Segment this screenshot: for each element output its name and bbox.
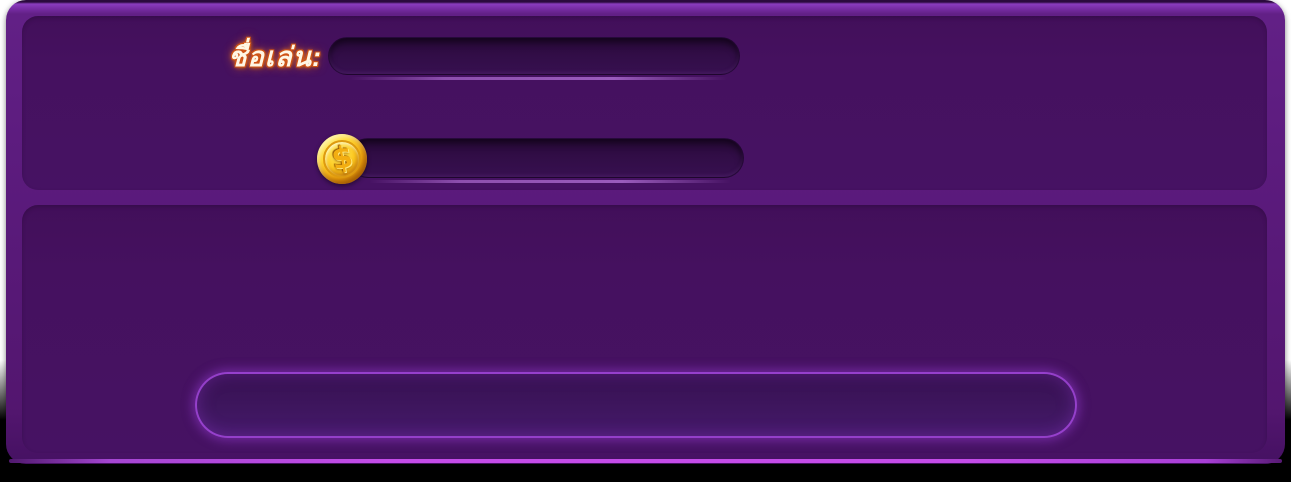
coin-face: $ xyxy=(323,138,361,178)
nickname-label: ชื่อเล่น: xyxy=(228,42,322,72)
action-box[interactable] xyxy=(195,372,1077,438)
game-dialog-frame: ชื่อเล่น: $ xyxy=(6,0,1285,464)
dollar-coin-icon: $ xyxy=(317,134,367,184)
nickname-input[interactable] xyxy=(328,37,740,80)
balance-field[interactable] xyxy=(348,138,744,183)
dollar-symbol: $ xyxy=(328,138,356,178)
